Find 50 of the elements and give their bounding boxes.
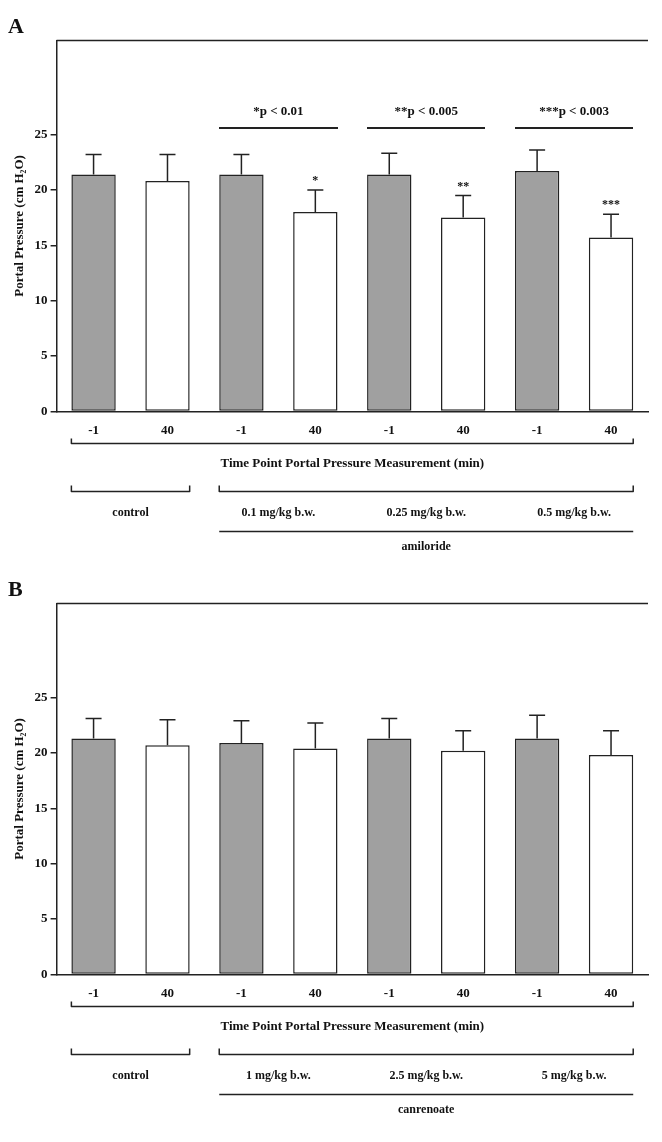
text: 1 mg/kg b.w. <box>246 1068 311 1083</box>
chart-title: A <box>8 12 24 38</box>
y-tick-label: 25 <box>34 688 49 704</box>
x-tick-label: -1 <box>383 984 395 1000</box>
text: 2.5 mg/kg b.w. <box>389 1068 464 1083</box>
annotation: *p < 0.01 <box>253 103 304 119</box>
x-axis-title: Time Point Portal Pressure Measurement (min) <box>220 1017 485 1033</box>
x-tick-label: -1 <box>531 421 543 437</box>
y-tick-label: 20 <box>34 744 48 760</box>
annotation: *** <box>602 197 621 212</box>
y-tick-label: 5 <box>41 910 49 926</box>
annotation: ***p < 0.003 <box>539 103 610 119</box>
x-tick-label: 40 <box>456 984 470 1000</box>
y-tick-label: 5 <box>41 347 49 363</box>
text: 0.1 mg/kg b.w. <box>241 505 316 520</box>
x-tick-label: -1 <box>235 421 247 437</box>
y-tick-label: 10 <box>34 855 48 871</box>
x-axis-title: Time Point Portal Pressure Measurement (min) <box>220 454 485 470</box>
chart-title: B <box>8 575 23 601</box>
y-tick-label: 10 <box>34 292 48 308</box>
x-tick-label: -1 <box>531 984 543 1000</box>
annotation: **p < 0.005 <box>394 103 459 119</box>
x-tick-label: 40 <box>160 984 174 1000</box>
text: canrenoate <box>398 1102 456 1117</box>
annotation: ** <box>457 178 470 193</box>
annotation: * <box>312 173 319 187</box>
text: 5 mg/kg b.w. <box>541 1068 607 1083</box>
x-tick-label: 40 <box>604 984 618 1000</box>
x-tick-label: 40 <box>456 421 470 437</box>
text: control <box>112 1068 150 1083</box>
y-tick-label: 25 <box>34 125 49 141</box>
text: 0.5 mg/kg b.w. <box>537 505 611 520</box>
text: amiloride <box>401 539 452 554</box>
x-tick-label: 40 <box>308 421 322 437</box>
x-tick-label: -1 <box>88 421 99 437</box>
x-tick-label: -1 <box>383 421 395 437</box>
y-tick-label: 15 <box>34 236 49 252</box>
text: control <box>112 505 150 520</box>
y-tick-label: 0 <box>41 402 48 418</box>
x-tick-label: 40 <box>160 421 174 437</box>
y-tick-label: 0 <box>41 965 48 981</box>
y-axis-title: Portal Pressure (cm H₂O) <box>11 155 27 297</box>
y-tick-label: 20 <box>34 181 48 197</box>
x-tick-label: 40 <box>308 984 322 1000</box>
x-tick-label: -1 <box>235 984 247 1000</box>
y-axis-title: Portal Pressure (cm H₂O) <box>11 718 27 860</box>
y-tick-label: 15 <box>34 799 49 815</box>
x-tick-label: 40 <box>604 421 618 437</box>
x-tick-label: -1 <box>88 984 99 1000</box>
text: 0.25 mg/kg b.w. <box>386 505 467 520</box>
